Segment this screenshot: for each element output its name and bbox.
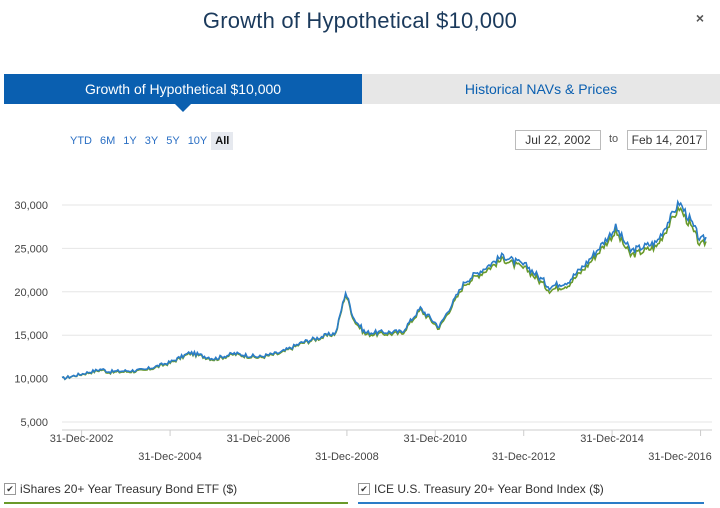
legend-etf-label: iShares 20+ Year Treasury Bond ETF ($)	[20, 482, 238, 496]
y-tick-label: 20,000	[14, 287, 48, 299]
x-tick-label: 31-Dec-2012	[492, 451, 556, 463]
legend-etf-line	[4, 502, 348, 504]
y-tick-label: 30,000	[14, 200, 48, 212]
x-tick-label: 31-Dec-2008	[315, 451, 379, 463]
range-all-button[interactable]: All	[211, 132, 234, 150]
checkbox-etf[interactable]: ✔	[4, 483, 16, 495]
to-label: to	[609, 133, 619, 145]
x-tick-label: 31-Dec-2004	[138, 451, 202, 463]
y-axis-ticks: 5,000 10,000 15,000 20,000 25,000 30,000	[14, 200, 48, 429]
tab-historical-navs[interactable]: Historical NAVs & Prices	[362, 74, 720, 104]
growth-chart: 5,000 10,000 15,000 20,000 25,000 30,000 31-D…	[14, 199, 712, 463]
x-tick-label: 31-Dec-2010	[403, 433, 467, 445]
range-6m-button[interactable]: 6M	[100, 135, 116, 147]
x-tick-label: 31-Dec-2006	[227, 433, 291, 445]
close-icon[interactable]: ×	[695, 10, 704, 26]
to-date-input[interactable]: Feb 14, 2017	[627, 130, 707, 150]
y-tick-label: 5,000	[20, 417, 48, 429]
series-line-index	[61, 199, 707, 381]
tab-bar: Growth of Hypothetical $10,000 Historica…	[4, 74, 720, 112]
active-tab-pointer	[175, 104, 191, 112]
y-tick-label: 25,000	[14, 243, 48, 255]
x-tick-label: 31-Dec-2016	[648, 451, 712, 463]
range-selector: YTD 6M 1Y 3Y 5Y 10Y All	[66, 132, 234, 150]
x-tick-label: 31-Dec-2002	[50, 433, 114, 445]
x-tick-label: 31-Dec-2014	[580, 433, 644, 445]
tab-growth[interactable]: Growth of Hypothetical $10,000	[4, 74, 362, 112]
y-tick-label: 10,000	[14, 374, 48, 386]
range-3y-button[interactable]: 3Y	[144, 135, 159, 147]
legend-index-label: ICE U.S. Treasury 20+ Year Bond Index ($…	[374, 482, 604, 496]
chart-grid	[62, 204, 712, 423]
range-ytd-button[interactable]: YTD	[70, 135, 92, 147]
from-date-input[interactable]: Jul 22, 2002	[515, 130, 601, 150]
x-axis-ticks: 31-Dec-2002 31-Dec-2004 31-Dec-2006 31-Dec-…	[50, 429, 712, 463]
checkbox-index[interactable]: ✔	[358, 483, 370, 495]
y-tick-label: 15,000	[14, 330, 48, 342]
legend-etf[interactable]: ✔ iShares 20+ Year Treasury Bond ETF ($)	[4, 482, 237, 496]
range-1y-button[interactable]: 1Y	[123, 135, 137, 147]
tab-historical-label: Historical NAVs & Prices	[464, 81, 618, 97]
legend-index-line	[358, 502, 704, 504]
dialog-title: Growth of Hypothetical $10,000	[202, 8, 518, 33]
range-5y-button[interactable]: 5Y	[166, 135, 180, 147]
legend-index[interactable]: ✔ ICE U.S. Treasury 20+ Year Bond Index …	[358, 482, 604, 496]
tab-growth-label: Growth of Hypothetical $10,000	[84, 81, 282, 97]
range-10y-button[interactable]: 10Y	[187, 135, 208, 147]
